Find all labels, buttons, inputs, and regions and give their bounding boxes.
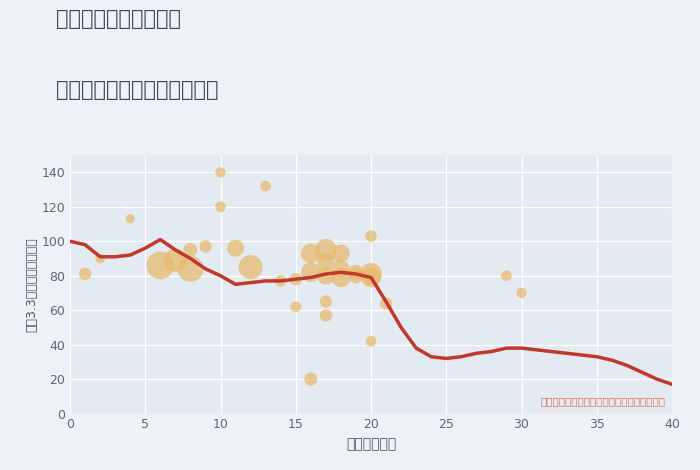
X-axis label: 築年数（年）: 築年数（年）: [346, 437, 396, 451]
Point: [335, 265, 346, 273]
Point: [290, 303, 301, 311]
Point: [230, 244, 241, 252]
Text: 三重県津市河芸町一色: 三重県津市河芸町一色: [56, 9, 181, 30]
Point: [215, 203, 226, 211]
Point: [321, 246, 332, 254]
Point: [305, 268, 316, 276]
Point: [516, 289, 527, 297]
Point: [290, 275, 301, 283]
Point: [501, 272, 512, 280]
Point: [365, 270, 377, 278]
Point: [245, 263, 256, 271]
Y-axis label: 坪（3.3㎡）単価（万円）: 坪（3.3㎡）単価（万円）: [25, 237, 38, 332]
Text: 築年数別中古マンション価格: 築年数別中古マンション価格: [56, 80, 218, 100]
Point: [321, 258, 332, 266]
Point: [79, 270, 91, 278]
Point: [365, 337, 377, 345]
Point: [185, 246, 196, 254]
Point: [350, 268, 361, 276]
Point: [125, 215, 136, 223]
Point: [260, 182, 271, 190]
Point: [305, 376, 316, 383]
Point: [335, 250, 346, 257]
Point: [335, 274, 346, 281]
Point: [321, 312, 332, 319]
Point: [321, 272, 332, 280]
Point: [381, 299, 392, 307]
Point: [350, 272, 361, 280]
Point: [215, 169, 226, 176]
Point: [275, 277, 286, 285]
Text: 円の大きさは、取引のあった物件面積を示す: 円の大きさは、取引のあった物件面積を示す: [541, 396, 666, 406]
Point: [200, 243, 211, 250]
Point: [155, 262, 166, 269]
Point: [321, 298, 332, 306]
Point: [185, 265, 196, 273]
Point: [365, 274, 377, 281]
Point: [365, 232, 377, 240]
Point: [94, 255, 106, 262]
Point: [305, 250, 316, 257]
Point: [170, 257, 181, 264]
